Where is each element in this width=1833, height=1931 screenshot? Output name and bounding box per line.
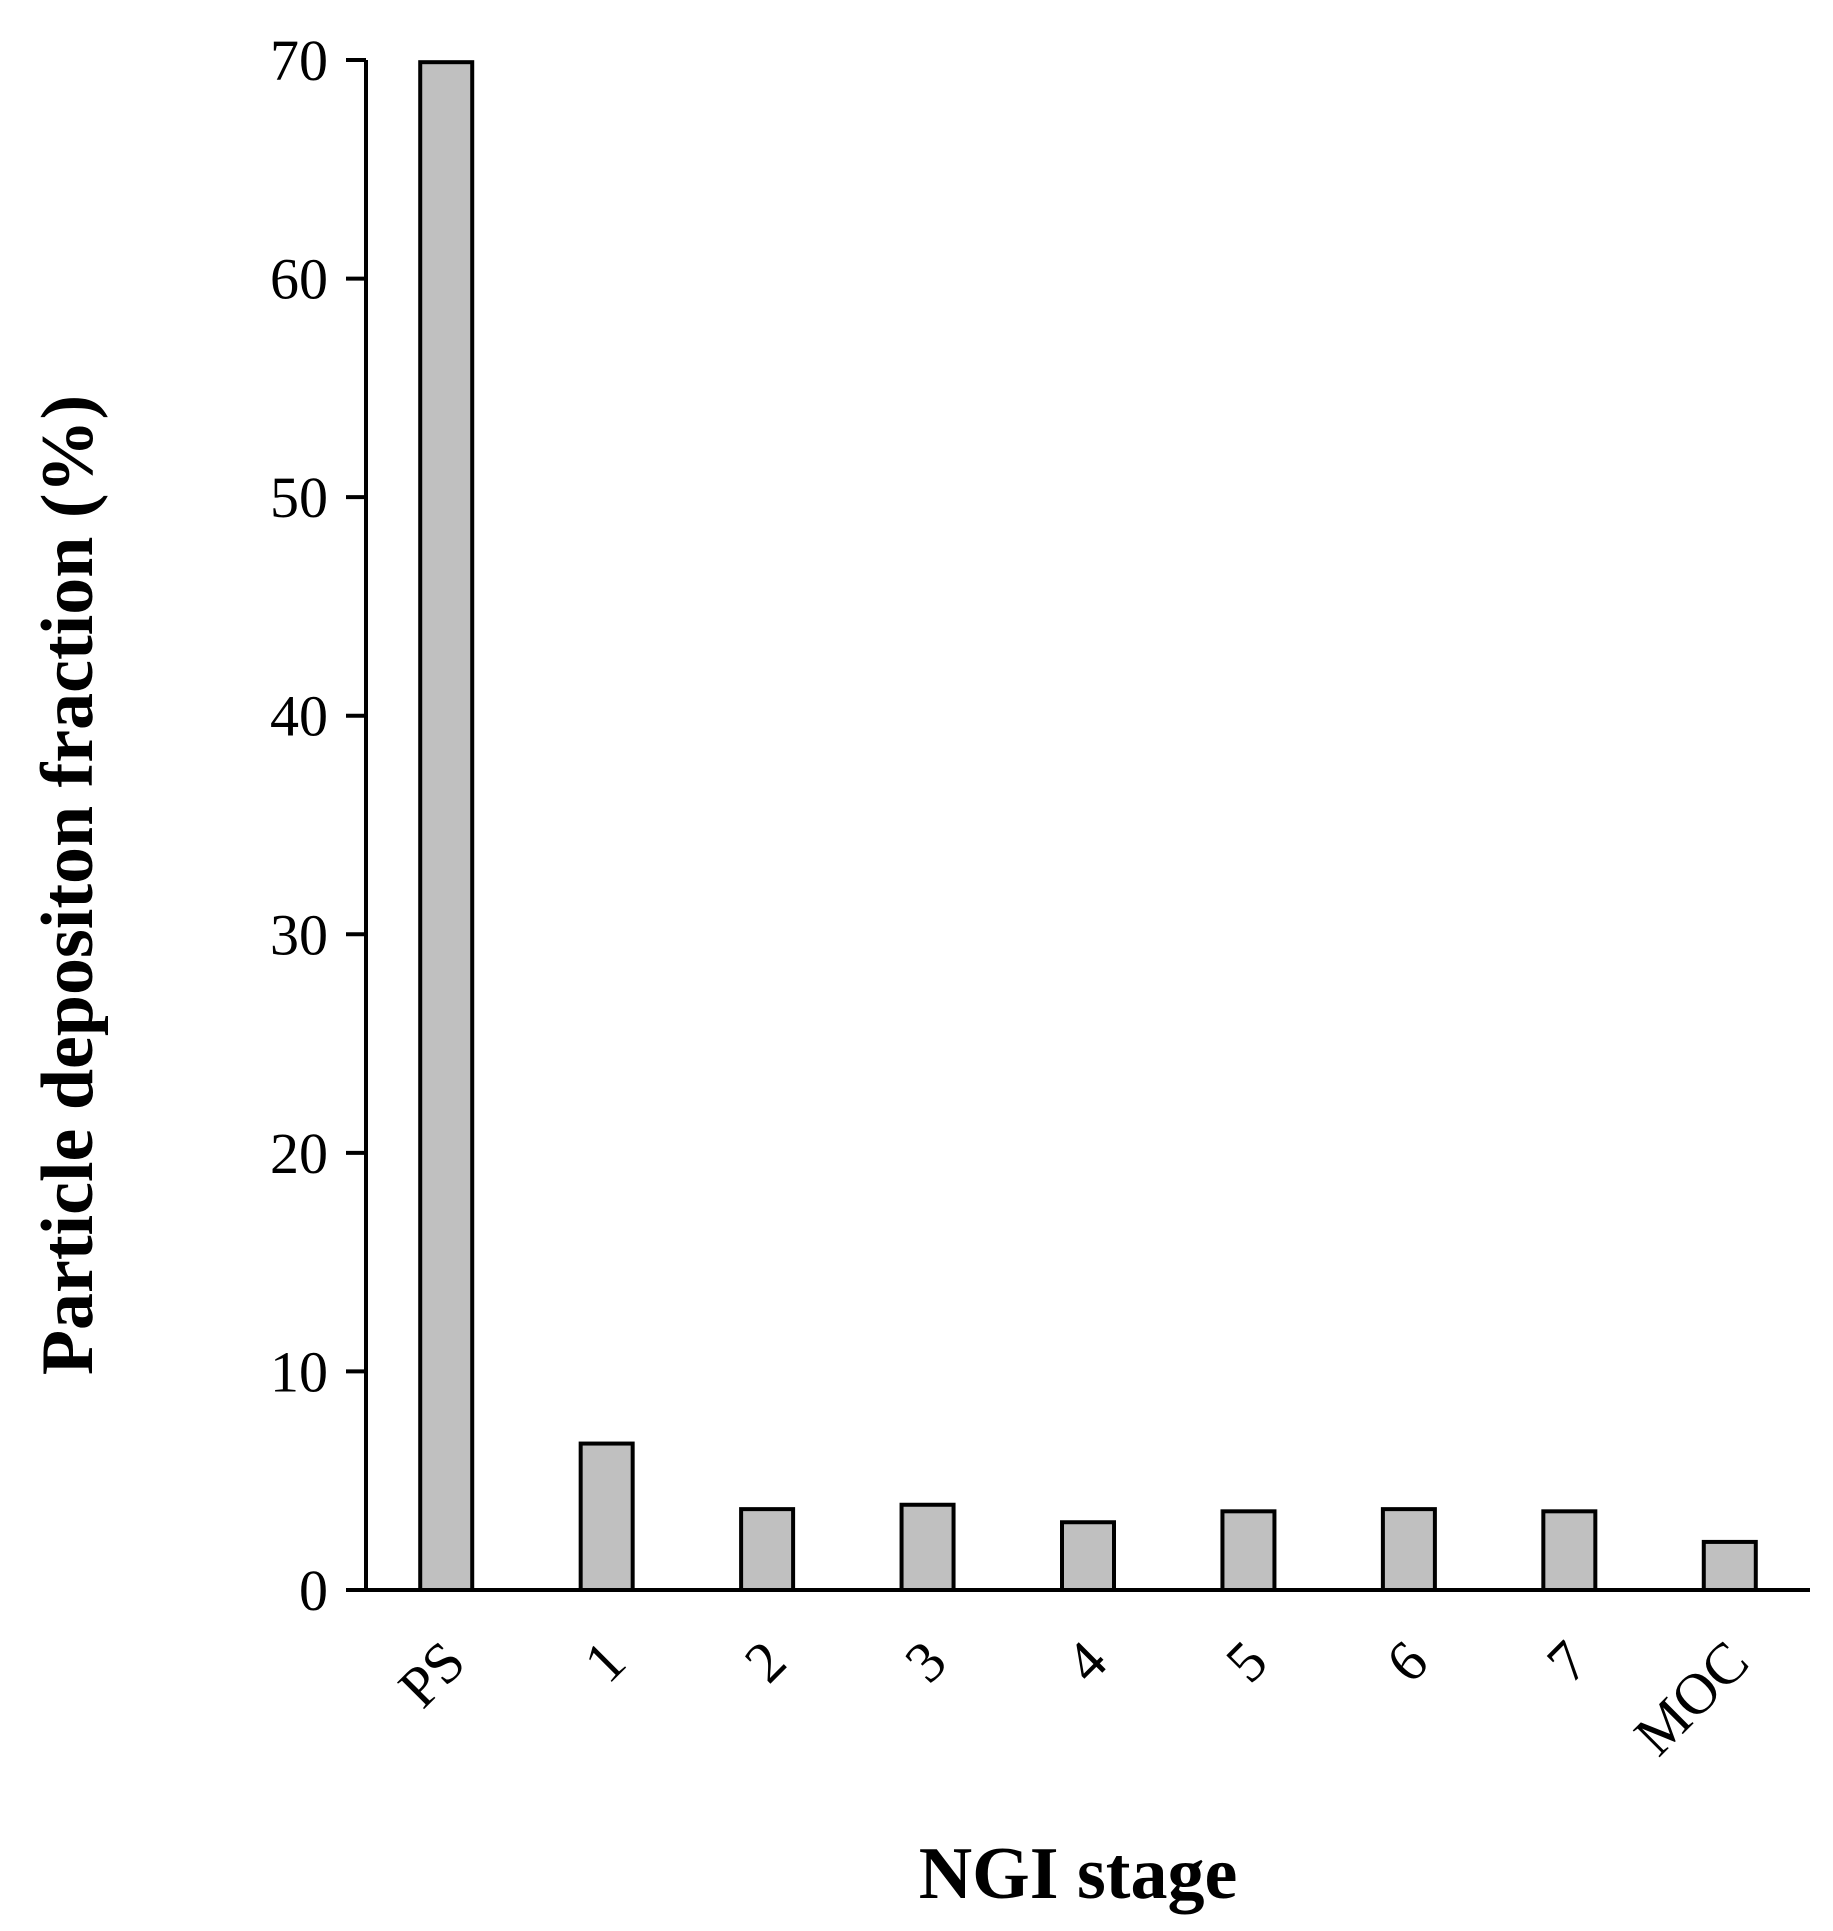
y-tick-label: 60 xyxy=(270,247,328,312)
bar-1 xyxy=(578,1441,635,1592)
bar-4 xyxy=(1060,1520,1116,1592)
y-tick-label: 40 xyxy=(270,684,328,749)
y-tick-label: 30 xyxy=(270,902,328,967)
y-tick-label: 0 xyxy=(299,1558,328,1623)
x-tick-label: 2 xyxy=(732,1628,798,1694)
y-tick-label: 20 xyxy=(270,1121,328,1186)
bar-2 xyxy=(739,1507,796,1592)
y-tick-label: 10 xyxy=(270,1339,328,1404)
x-tick-label: 5 xyxy=(1213,1628,1279,1694)
bar-3 xyxy=(899,1502,956,1593)
bar-5 xyxy=(1220,1509,1277,1593)
x-tick-label: 4 xyxy=(1053,1628,1119,1694)
x-axis-title: NGI stage xyxy=(919,1833,1238,1915)
bar-moc xyxy=(1701,1539,1758,1593)
bar-6 xyxy=(1380,1507,1437,1592)
y-axis-ticks: 0 10 20 30 40 50 60 70 xyxy=(270,28,366,1623)
bar-7 xyxy=(1541,1509,1598,1593)
x-tick-label: 6 xyxy=(1374,1628,1440,1694)
x-tick-label: PS xyxy=(386,1628,478,1720)
bar-ps xyxy=(418,60,475,1593)
y-tick-label: 70 xyxy=(270,28,328,93)
x-tick-label: MOC xyxy=(1622,1628,1761,1767)
bars xyxy=(418,60,1758,1593)
x-tick-label: 1 xyxy=(571,1628,637,1694)
x-axis-ticks: PS 1 2 3 4 5 6 7 MOC xyxy=(386,1628,1761,1767)
y-tick-label: 50 xyxy=(270,465,328,530)
x-tick-label: 3 xyxy=(892,1628,958,1694)
x-tick-label: 7 xyxy=(1534,1628,1600,1694)
y-axis-title: Particle depositon fraction (%) xyxy=(27,395,109,1375)
